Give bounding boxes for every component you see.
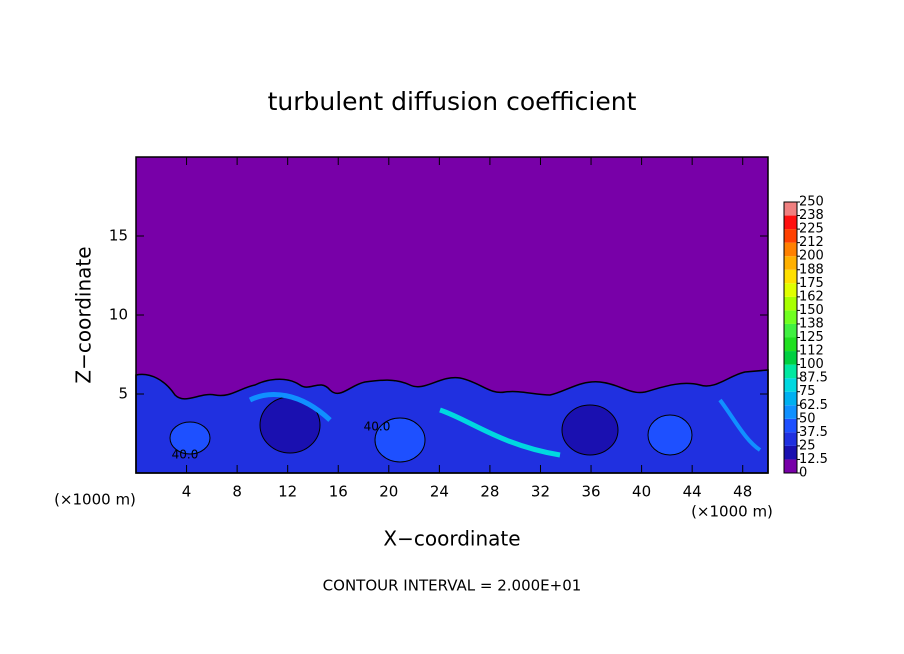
- colorbar-tick-label: 50: [799, 411, 816, 426]
- colorbar-bin: [784, 256, 797, 270]
- contour-label: 40.0: [172, 448, 199, 462]
- x-axis-label: X−coordinate: [383, 527, 520, 551]
- colorbar-bin: [784, 445, 797, 460]
- colorbar-tick-label: 250: [799, 195, 824, 210]
- colorbar-tick-label: 138: [799, 316, 824, 331]
- colorbar-tick-label: 37.5: [799, 425, 828, 440]
- colorbar-bin: [784, 202, 797, 216]
- colorbar-tick-label: 150: [799, 303, 824, 318]
- turbulent-eddies: [169, 392, 762, 463]
- colorbar-tick-label: 75: [799, 384, 816, 399]
- colorbar-bin: [784, 269, 797, 284]
- colorbar-tick-label: 100: [799, 357, 824, 372]
- colorbar-bin: [784, 215, 797, 230]
- y-unit-label: (×1000 m): [54, 491, 136, 509]
- x-tick-label: 16: [329, 483, 348, 501]
- colorbar-tick-label: 238: [799, 208, 824, 223]
- colorbar-bin: [784, 364, 797, 379]
- x-tick-label: 48: [733, 483, 752, 501]
- colorbar-bin: [784, 296, 797, 311]
- colorbar-tick-label: 62.5: [799, 398, 828, 413]
- colorbar-bin: [784, 418, 797, 433]
- x-tick-label: 20: [379, 483, 398, 501]
- colorbar-bin: [784, 310, 797, 324]
- footnote: CONTOUR INTERVAL = 2.000E+01: [323, 577, 582, 595]
- colorbar-bin: [784, 229, 797, 243]
- y-tick-label: 15: [109, 227, 128, 245]
- colorbar-bin: [784, 459, 797, 473]
- colorbar-bin: [784, 283, 797, 297]
- y-tick-label: 10: [109, 306, 128, 324]
- colorbar-tick-label: 12.5: [799, 452, 828, 467]
- x-tick-label: 12: [278, 483, 297, 501]
- colorbar-tick-label: 188: [799, 262, 824, 277]
- chart-title: turbulent diffusion coefficient: [268, 87, 637, 116]
- contour-label: 40.0: [364, 420, 391, 434]
- colorbar-tick-label: 0: [799, 466, 807, 481]
- colorbar-tick-label: 87.5: [799, 371, 828, 386]
- colorbar-bin: [784, 391, 797, 406]
- y-axis-label: Z−coordinate: [72, 246, 96, 383]
- colorbar-tick-label: 162: [799, 289, 824, 304]
- colorbar-tick-label: 200: [799, 249, 824, 264]
- colorbar-bin: [784, 405, 797, 419]
- x-tick-label: 24: [430, 483, 449, 501]
- y-tick-label: 5: [118, 385, 128, 403]
- x-tick-label: 40: [632, 483, 651, 501]
- x-tick-label: 36: [581, 483, 600, 501]
- colorbar-tick-label: 212: [799, 235, 824, 250]
- colorbar-bin: [784, 323, 797, 338]
- colorbar-tick-label: 25: [799, 438, 816, 453]
- x-tick-label: 44: [683, 483, 702, 501]
- colorbar-tick-label: 175: [799, 276, 824, 291]
- x-tick-label: 8: [232, 483, 242, 501]
- x-tick-label: 4: [182, 483, 192, 501]
- x-unit-label: (×1000 m): [691, 503, 773, 521]
- x-tick-label: 28: [480, 483, 499, 501]
- colorbar-tick-label: 112: [799, 344, 824, 359]
- colorbar-tick-label: 225: [799, 222, 824, 237]
- colorbar-bin: [784, 378, 797, 392]
- colorbar-tick-label: 125: [799, 330, 824, 345]
- colorbar-bin: [784, 337, 797, 352]
- colorbar-bin: [784, 242, 797, 257]
- colorbar-bin: [784, 351, 797, 365]
- colorbar-bin: [784, 432, 797, 446]
- x-tick-label: 32: [531, 483, 550, 501]
